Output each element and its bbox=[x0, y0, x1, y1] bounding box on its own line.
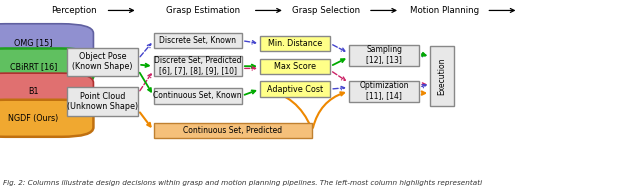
Text: Min. Distance: Min. Distance bbox=[268, 39, 322, 48]
Text: CBiRRT [16]: CBiRRT [16] bbox=[10, 63, 57, 71]
FancyBboxPatch shape bbox=[349, 81, 419, 102]
Text: Continuous Set, Known: Continuous Set, Known bbox=[154, 91, 242, 100]
Text: B1: B1 bbox=[28, 87, 38, 96]
Text: Fig. 2: Columns illustrate design decisions within grasp and motion planning pip: Fig. 2: Columns illustrate design decisi… bbox=[3, 180, 482, 186]
FancyBboxPatch shape bbox=[154, 33, 242, 48]
FancyBboxPatch shape bbox=[67, 48, 138, 76]
Text: Execution: Execution bbox=[438, 57, 447, 95]
Text: Motion Planning: Motion Planning bbox=[410, 6, 479, 15]
FancyBboxPatch shape bbox=[67, 87, 138, 116]
Text: Discrete Set, Predicted
[6], [7], [8], [9], [10]: Discrete Set, Predicted [6], [7], [8], [… bbox=[154, 56, 241, 76]
FancyBboxPatch shape bbox=[154, 123, 312, 138]
Text: NGDF (Ours): NGDF (Ours) bbox=[8, 114, 58, 123]
FancyBboxPatch shape bbox=[260, 59, 330, 74]
FancyBboxPatch shape bbox=[154, 56, 242, 76]
Text: Max Score: Max Score bbox=[274, 62, 316, 71]
FancyBboxPatch shape bbox=[260, 36, 330, 51]
Text: OMG [15]: OMG [15] bbox=[14, 38, 52, 47]
FancyBboxPatch shape bbox=[0, 24, 93, 61]
Text: Grasp Selection: Grasp Selection bbox=[292, 6, 360, 15]
FancyBboxPatch shape bbox=[0, 73, 93, 110]
FancyBboxPatch shape bbox=[154, 88, 242, 104]
FancyBboxPatch shape bbox=[349, 45, 419, 66]
Text: Optimization
[11], [14]: Optimization [11], [14] bbox=[359, 82, 409, 101]
FancyBboxPatch shape bbox=[0, 48, 93, 86]
FancyBboxPatch shape bbox=[0, 100, 93, 137]
FancyBboxPatch shape bbox=[260, 81, 330, 97]
FancyBboxPatch shape bbox=[430, 46, 454, 106]
Text: Point Cloud
(Unknown Shape): Point Cloud (Unknown Shape) bbox=[67, 92, 138, 111]
Text: Adaptive Cost: Adaptive Cost bbox=[267, 85, 323, 94]
Text: Grasp Estimation: Grasp Estimation bbox=[166, 6, 241, 15]
Text: Sampling
[12], [13]: Sampling [12], [13] bbox=[366, 45, 402, 65]
Text: Object Pose
(Known Shape): Object Pose (Known Shape) bbox=[72, 52, 132, 71]
Text: Discrete Set, Known: Discrete Set, Known bbox=[159, 36, 236, 45]
Text: Perception: Perception bbox=[51, 6, 97, 15]
Text: Continuous Set, Predicted: Continuous Set, Predicted bbox=[184, 126, 282, 135]
